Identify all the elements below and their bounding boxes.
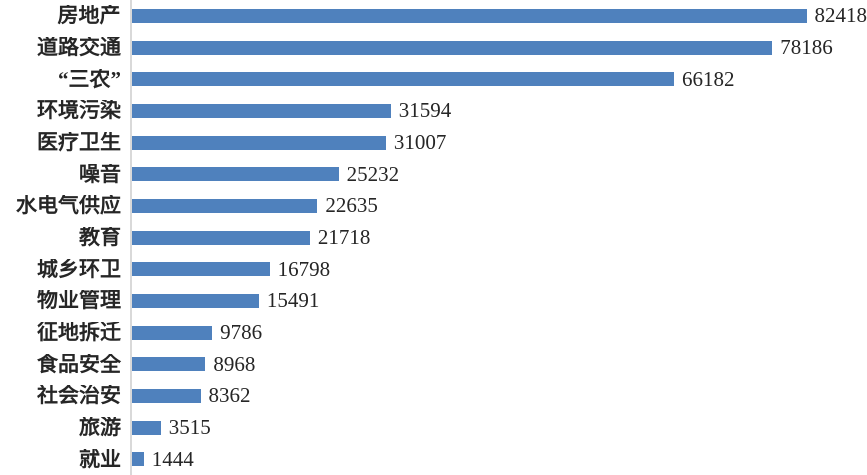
bar-row: 物业管理 15491 — [0, 285, 867, 317]
category-label: 征地拆迁 — [37, 322, 121, 344]
bar — [132, 357, 206, 372]
value-label: 1444 — [151, 446, 194, 471]
value-label: 31007 — [393, 130, 447, 155]
bar — [132, 167, 339, 182]
bar-row: 旅游 3515 — [0, 411, 867, 444]
value-label: 9786 — [220, 320, 263, 345]
bar — [132, 135, 386, 150]
plot-area: 21718 — [130, 221, 867, 254]
value-label: 16798 — [277, 256, 331, 281]
plot-area: 8968 — [130, 348, 867, 381]
plot-area: 31594 — [130, 95, 867, 127]
category-label: 社会治安 — [37, 385, 121, 407]
plot-area: 16798 — [130, 253, 867, 286]
bar-row: 环境污染 31594 — [0, 95, 867, 127]
category-label: 医疗卫生 — [37, 132, 121, 154]
category-label: 房地产 — [57, 5, 121, 27]
value-label: 22635 — [325, 193, 378, 218]
category-label: 物业管理 — [37, 290, 121, 312]
bar — [132, 325, 213, 340]
value-label: 66182 — [682, 66, 735, 91]
category-label: 教育 — [79, 227, 121, 249]
value-label: 8968 — [213, 351, 256, 376]
value-label: 21718 — [317, 225, 371, 250]
bar — [132, 388, 201, 403]
plot-area: 25232 — [130, 158, 867, 191]
value-label: 82418 — [814, 3, 867, 28]
bar — [132, 198, 318, 213]
category-label: 道路交通 — [37, 37, 121, 58]
plot-area: 31007 — [130, 126, 867, 159]
plot-area: 8362 — [130, 380, 867, 412]
category-label: 环境污染 — [37, 100, 121, 122]
category-label: 噪音 — [79, 163, 121, 185]
bar — [131, 8, 807, 23]
bar — [132, 293, 259, 308]
category-label: 食品安全 — [37, 353, 121, 375]
bar-row: 城乡环卫 16798 — [0, 253, 867, 286]
category-label: 城乡环卫 — [37, 258, 121, 280]
plot-area: 78186 — [130, 31, 867, 64]
plot-area: 66182 — [130, 63, 867, 96]
category-label: 旅游 — [79, 417, 121, 439]
value-label: 3515 — [168, 415, 211, 440]
plot-area: 22635 — [130, 190, 867, 222]
bar-row: 水电气供应 22635 — [0, 190, 867, 222]
bar-row: 道路交通 78186 — [0, 31, 867, 64]
bar — [132, 452, 144, 467]
value-label: 78186 — [780, 35, 833, 59]
value-label: 8362 — [208, 383, 251, 408]
plot-area: 82418 — [129, 0, 867, 32]
plot-area: 9786 — [130, 316, 867, 349]
bar — [132, 230, 310, 245]
value-label: 15491 — [266, 288, 320, 313]
bar — [132, 72, 674, 87]
bar-row: 征地拆迁 9786 — [0, 316, 867, 349]
bar-row: “三农” 66182 — [0, 63, 867, 96]
category-label: 就业 — [79, 448, 121, 470]
bar — [132, 420, 161, 435]
bar — [132, 262, 270, 277]
bar — [132, 40, 773, 55]
value-label: 31594 — [398, 98, 452, 123]
value-label: 25232 — [346, 161, 400, 186]
plot-area: 1444 — [130, 443, 867, 475]
bar-row: 医疗卫生 31007 — [0, 126, 867, 159]
bar-row: 社会治安 8362 — [0, 380, 867, 412]
bar-row: 食品安全 8968 — [0, 348, 867, 381]
bar-row: 教育 21718 — [0, 221, 867, 254]
plot-area: 15491 — [130, 285, 867, 317]
bar — [132, 103, 391, 118]
plot-area: 3515 — [130, 411, 867, 444]
bar-row: 就业 1444 — [0, 443, 867, 475]
category-label: 水电气供应 — [16, 195, 121, 217]
bar-row: 噪音 25232 — [0, 158, 867, 191]
category-label: “三农” — [58, 68, 121, 90]
bar-row: 房地产 82418 — [0, 0, 867, 32]
